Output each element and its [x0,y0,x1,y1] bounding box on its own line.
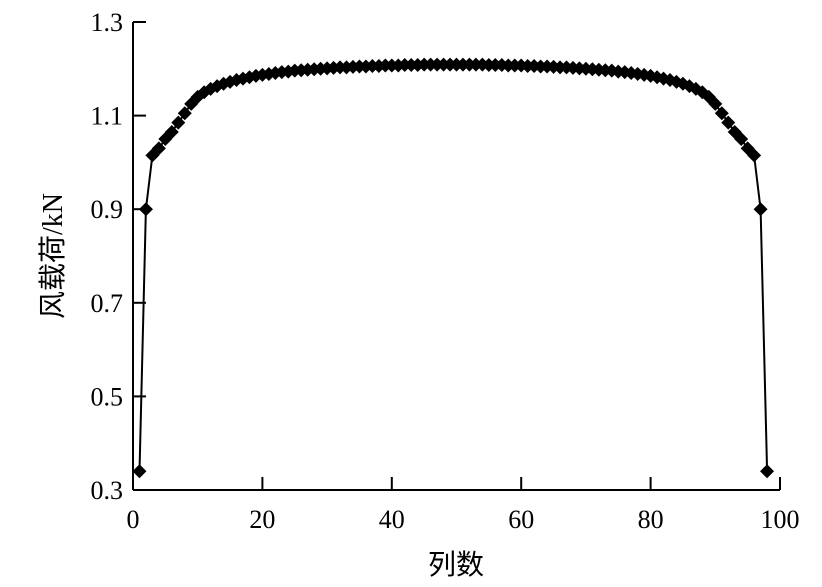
y-axis-title: 风载荷/kN [37,193,69,319]
axes: 0 20 40 60 80 100 0.3 0.5 0.7 0.9 1.1 1.3 [91,8,800,534]
data-point-marker [164,124,179,139]
data-point-marker [760,464,775,479]
data-point-marker [734,132,749,146]
data-line [138,63,769,472]
x-tick-label: 60 [508,505,534,534]
y-tick-label: 0.9 [91,195,124,224]
data-point-marker [708,96,723,111]
y-tick-label: 0.7 [91,289,124,318]
y-tick-label: 1.1 [91,102,124,131]
x-axis-title: 列数 [428,549,484,581]
data-point-marker [132,464,147,479]
x-tick-label: 20 [249,505,275,534]
y-tick-label: 0.5 [91,382,124,411]
data-point-marker [747,148,762,163]
x-tick-label: 100 [761,505,800,534]
data-point-marker [721,115,736,130]
x-tick-label: 40 [379,505,405,534]
data-point-marker [714,106,729,121]
data-point-marker [171,115,186,130]
x-tick-label: 0 [127,505,140,534]
data-point-marker [138,202,153,217]
series-line [132,57,775,479]
y-tick-label: 0.3 [91,476,124,505]
data-point-marker [753,202,768,217]
y-tick-label: 1.3 [91,8,124,37]
data-point-marker [151,141,166,156]
x-tick-label: 80 [638,505,664,534]
data-point-marker [177,106,192,121]
